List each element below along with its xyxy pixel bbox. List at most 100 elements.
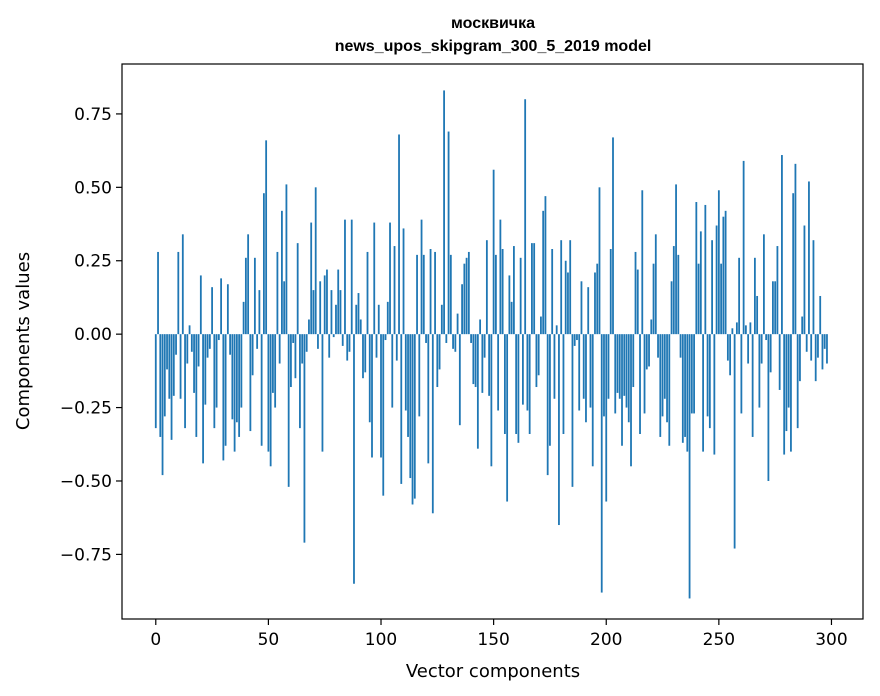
bar-201	[607, 334, 610, 399]
bar-294	[817, 334, 819, 358]
x-tick-label: 250	[703, 630, 735, 650]
bar-40	[244, 257, 247, 335]
bar-155	[503, 334, 506, 434]
bar-65	[301, 334, 304, 364]
bar-71	[314, 187, 317, 335]
bar-262	[744, 325, 747, 335]
bar-198	[600, 334, 603, 593]
bar-182	[564, 260, 567, 335]
bar-254	[726, 334, 729, 361]
bar-26	[213, 334, 216, 429]
bar-133	[454, 334, 457, 352]
bar-241	[697, 263, 700, 335]
bar-125	[436, 334, 439, 388]
bar-121	[427, 334, 430, 464]
bar-94	[366, 251, 369, 335]
bar-273	[769, 334, 772, 373]
x-tick-label: 200	[590, 630, 622, 650]
bar-253	[724, 210, 727, 335]
bar-246	[708, 334, 711, 429]
bar-8	[172, 334, 175, 396]
bar-252	[722, 216, 725, 335]
x-tick-label: 50	[258, 630, 280, 650]
bar-67	[305, 334, 308, 352]
bar-151	[494, 254, 497, 335]
bar-96	[371, 334, 373, 458]
bar-238	[690, 334, 693, 414]
bar-272	[767, 334, 770, 481]
bar-3	[161, 334, 164, 476]
bar-249	[715, 225, 718, 335]
bar-21	[202, 334, 204, 464]
bar-295	[819, 295, 822, 335]
bar-12	[181, 234, 184, 335]
bar-291	[810, 334, 813, 361]
bar-18	[195, 334, 198, 437]
bar-122	[429, 249, 432, 335]
bar-15	[188, 325, 191, 335]
bar-285	[796, 334, 799, 429]
y-tick-label: −0.50	[60, 472, 112, 492]
bar-277	[778, 334, 781, 390]
bar-88	[353, 334, 355, 584]
bar-243	[702, 334, 704, 452]
bar-211	[630, 334, 632, 467]
bar-73	[319, 281, 322, 335]
bar-44	[253, 257, 256, 335]
bar-48	[262, 193, 265, 335]
bar-28	[217, 334, 220, 341]
bar-103	[386, 301, 389, 335]
bar-275	[774, 281, 777, 335]
bar-47	[260, 334, 263, 446]
bar-158	[510, 301, 513, 335]
bar-19	[197, 334, 200, 367]
bar-159	[513, 246, 515, 335]
bar-269	[760, 334, 763, 364]
bar-102	[384, 334, 387, 341]
bar-189	[580, 281, 583, 335]
bar-164	[524, 99, 527, 335]
bar-63	[296, 243, 299, 335]
bar-56	[281, 210, 283, 335]
bar-166	[528, 334, 531, 434]
bar-131	[449, 254, 452, 335]
bar-91	[359, 319, 362, 335]
bar-144	[479, 319, 482, 335]
bar-261	[742, 160, 745, 335]
y-tick-label: −0.25	[60, 399, 112, 419]
bar-162	[519, 257, 522, 335]
bar-239	[693, 334, 695, 414]
bar-22	[204, 334, 207, 405]
bar-84	[344, 219, 346, 335]
bar-115	[413, 334, 416, 499]
bar-36	[235, 334, 238, 423]
bar-187	[576, 334, 578, 341]
bar-23	[206, 334, 209, 358]
bar-176	[551, 249, 554, 335]
bar-69	[310, 222, 313, 335]
x-axis-ticks: 0 50 100 150 200 250 300	[150, 619, 848, 650]
bar-68	[308, 319, 310, 335]
bar-114	[411, 334, 414, 505]
bar-297	[823, 334, 826, 349]
bar-52	[272, 334, 274, 393]
bar-64	[299, 334, 301, 429]
bar-292	[812, 240, 815, 335]
bar-157	[508, 275, 511, 335]
bar-221	[652, 263, 655, 335]
bar-127	[440, 304, 443, 335]
bar-223	[657, 334, 659, 358]
bar-50	[267, 334, 270, 452]
bar-210	[627, 334, 630, 423]
bar-2	[159, 334, 162, 437]
bar-206	[618, 334, 621, 399]
bar-150	[492, 169, 495, 335]
bar-132	[452, 334, 454, 349]
bar-181	[562, 334, 565, 434]
bar-60	[290, 334, 292, 388]
bar-298	[826, 334, 828, 364]
bar-169	[535, 334, 538, 388]
bar-268	[758, 334, 761, 408]
bar-14	[186, 334, 189, 364]
bar-178	[555, 325, 558, 335]
